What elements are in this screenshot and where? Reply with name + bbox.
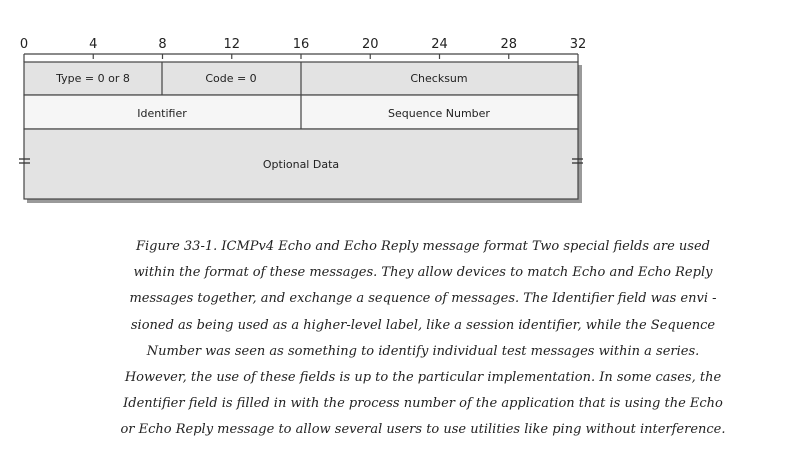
break-mark-left — [19, 158, 30, 164]
caption-line: or Echo Reply message to allow several u… — [120, 422, 726, 438]
field-optional-data: Optional Data — [263, 158, 339, 171]
caption-line: Figure 33-1. ICMPv4 Echo and Echo Reply … — [136, 239, 710, 254]
icmp-message-format-diagram: 0 4 8 12 16 20 24 28 32 Type = 0 or 8 Code = 0 C… — [19, 37, 586, 203]
ruler-tick-label: 12 — [223, 37, 240, 52]
ruler-tick-label: 8 — [158, 37, 166, 52]
row-3-background — [23, 128, 579, 200]
ruler-tick-label: 4 — [89, 37, 97, 52]
ruler-ticks: 0 4 8 12 16 20 24 28 32 — [20, 37, 586, 62]
caption-line: within the format of these messages. The… — [133, 265, 713, 281]
field-type: Type = 0 or 8 — [55, 72, 130, 85]
ruler-tick-label: 32 — [570, 37, 587, 52]
break-mark-right — [572, 158, 583, 164]
field-code: Code = 0 — [205, 72, 256, 85]
ruler-tick-label: 16 — [293, 37, 310, 52]
ruler-tick-label: 24 — [431, 37, 448, 52]
caption-line: Number was seen as something to identify… — [146, 343, 700, 359]
ruler-tick-label: 0 — [20, 37, 28, 52]
field-identifier: Identifier — [137, 107, 187, 120]
field-sequence-number: Sequence Number — [388, 107, 490, 120]
field-checksum: Checksum — [410, 72, 467, 85]
caption-line: sioned as being used as a higher-level l… — [130, 317, 716, 333]
figure-caption: Figure 33-1. ICMPv4 Echo and Echo Reply … — [118, 234, 728, 444]
caption-line: messages together, and exchange a sequen… — [129, 291, 717, 307]
ruler-tick-label: 20 — [362, 37, 379, 52]
caption-line: Identifier field is filled in with the p… — [123, 396, 723, 412]
caption-line: However, the use of these fields is up t… — [124, 370, 722, 386]
ruler-tick-label: 28 — [500, 37, 517, 52]
